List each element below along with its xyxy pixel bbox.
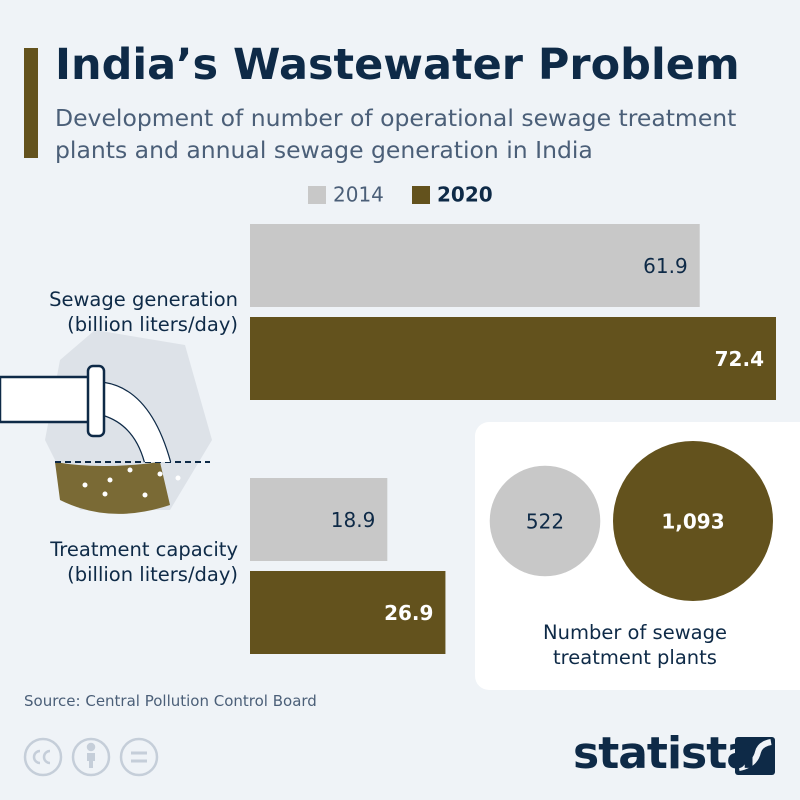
legend-swatch bbox=[308, 186, 326, 204]
title: India’s Wastewater Problem bbox=[55, 40, 740, 90]
category-label: Sewage generation (billion liters/day) bbox=[49, 288, 238, 336]
bubble bbox=[489, 465, 601, 577]
value-label: 522 bbox=[526, 510, 564, 534]
bubble-title: Number of sewage treatment plants bbox=[543, 621, 727, 669]
category-label: Treatment capacity (billion liters/day) bbox=[50, 538, 238, 586]
pipe-illustration bbox=[0, 330, 212, 514]
value-label: 26.9 bbox=[384, 601, 433, 625]
accent-bar bbox=[24, 48, 38, 158]
legend-label: 2014 bbox=[333, 183, 384, 207]
bar bbox=[250, 571, 446, 654]
bar bbox=[250, 224, 700, 307]
logo: statista bbox=[573, 728, 756, 779]
bubble bbox=[613, 441, 773, 601]
license-icons bbox=[23, 737, 159, 777]
legend-label: 2020 bbox=[437, 183, 493, 207]
value-label: 61.9 bbox=[643, 254, 688, 278]
logo-icon bbox=[735, 737, 775, 775]
subtitle: Development of number of operational sew… bbox=[55, 104, 737, 164]
bar bbox=[250, 317, 776, 400]
value-label: 72.4 bbox=[715, 347, 764, 371]
value-label: 18.9 bbox=[331, 508, 376, 532]
legend-swatch bbox=[412, 186, 430, 204]
value-label: 1,093 bbox=[661, 510, 724, 534]
bar bbox=[250, 478, 388, 561]
source: Source: Central Pollution Control Board bbox=[24, 692, 317, 710]
